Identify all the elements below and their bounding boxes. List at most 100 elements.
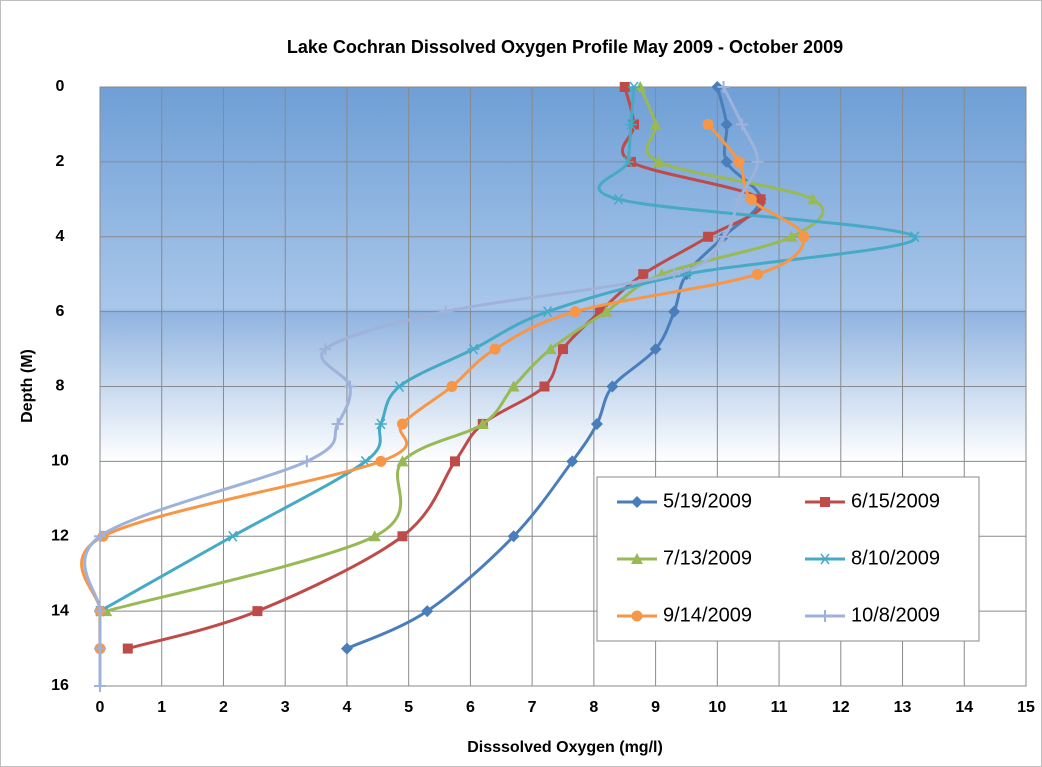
y-tick-label: 14 — [51, 602, 69, 619]
marker — [720, 118, 733, 131]
marker — [467, 343, 480, 355]
marker — [702, 118, 714, 130]
marker — [331, 417, 344, 430]
marker — [649, 343, 662, 356]
x-tick-label: 9 — [651, 699, 660, 716]
x-tick-label: 14 — [955, 699, 973, 716]
marker — [785, 230, 798, 242]
marker — [600, 305, 613, 317]
marker — [634, 81, 647, 92]
x-tick-label: 8 — [589, 699, 598, 716]
marker — [819, 553, 831, 565]
legend: 5/19/2009 6/15/2009 7/13/2009 8/10/2009 9/14… — [596, 476, 980, 642]
marker — [807, 193, 820, 205]
marker — [631, 610, 643, 622]
marker — [619, 82, 630, 92]
marker — [507, 530, 520, 543]
marker — [94, 530, 106, 543]
marker — [649, 118, 662, 130]
y-tick-label: 2 — [56, 153, 65, 170]
marker — [396, 418, 408, 430]
y-axis-label: Depth (M) — [19, 349, 36, 423]
legend-label: 9/14/2009 — [663, 604, 752, 626]
marker — [569, 306, 581, 318]
y-tick-label: 16 — [51, 677, 69, 694]
series — [83, 81, 764, 692]
marker — [122, 643, 133, 654]
marker — [638, 269, 649, 280]
y-tick-label: 0 — [56, 78, 65, 95]
marker — [590, 417, 603, 430]
x-tick-label: 11 — [771, 699, 788, 716]
marker — [621, 156, 634, 168]
x-tick-label: 7 — [528, 699, 537, 716]
x-axis-label: Disssolved Oxygen (mg/l) — [467, 739, 663, 756]
x-tick-label: 12 — [832, 699, 850, 716]
y-tick-label: 12 — [51, 527, 69, 544]
marker — [421, 605, 434, 618]
series-line — [127, 86, 765, 651]
marker — [733, 156, 745, 168]
marker — [300, 455, 313, 468]
marker — [449, 456, 460, 467]
marker — [755, 194, 766, 205]
marker — [732, 193, 745, 206]
x-tick-label: 10 — [708, 699, 726, 716]
marker — [507, 380, 520, 392]
marker — [627, 81, 640, 93]
marker — [736, 118, 749, 131]
legend-label: 5/19/2009 — [663, 490, 752, 512]
marker — [94, 680, 106, 692]
marker — [566, 455, 579, 468]
marker — [668, 268, 681, 281]
y-tick-label: 10 — [51, 453, 69, 470]
x-tick-label: 6 — [466, 699, 475, 716]
marker — [631, 496, 643, 508]
legend-label: 7/13/2009 — [663, 547, 752, 569]
marker — [751, 155, 764, 168]
marker — [446, 381, 458, 392]
marker — [711, 81, 724, 93]
marker — [819, 610, 831, 622]
marker — [340, 642, 353, 655]
plot-border — [99, 86, 1027, 687]
legend-box — [596, 476, 980, 642]
marker — [720, 155, 733, 168]
marker — [652, 155, 665, 167]
y-tick-label: 8 — [56, 378, 65, 395]
marker — [544, 343, 557, 355]
marker — [668, 305, 681, 318]
x-tick-label: 13 — [894, 699, 912, 716]
x-tick-label: 1 — [157, 699, 166, 716]
marker — [820, 497, 830, 507]
marker — [489, 343, 501, 355]
series-line — [105, 86, 825, 613]
legend-label: 8/10/2009 — [851, 547, 940, 569]
marker — [751, 268, 763, 280]
marker — [624, 118, 637, 130]
legend-label: 6/15/2009 — [851, 490, 940, 512]
marker — [745, 193, 757, 205]
marker — [717, 81, 730, 93]
marker — [375, 455, 387, 467]
x-tick-label: 0 — [96, 699, 105, 716]
x-tick-label: 3 — [281, 699, 290, 716]
marker — [539, 381, 550, 392]
marker — [374, 418, 387, 430]
marker — [558, 344, 568, 355]
marker — [393, 381, 406, 392]
marker — [606, 380, 619, 393]
marker — [252, 606, 263, 617]
marker — [717, 230, 730, 243]
marker — [908, 231, 921, 243]
marker — [612, 193, 625, 205]
legend-label: 10/8/2009 — [851, 604, 940, 626]
y-tick-label: 4 — [56, 228, 65, 245]
marker — [226, 530, 239, 542]
chart-title: Lake Cochran Dissolved Oxygen Profile Ma… — [287, 37, 843, 57]
y-tick-label: 6 — [56, 303, 65, 320]
marker — [344, 380, 357, 393]
marker — [94, 605, 106, 618]
